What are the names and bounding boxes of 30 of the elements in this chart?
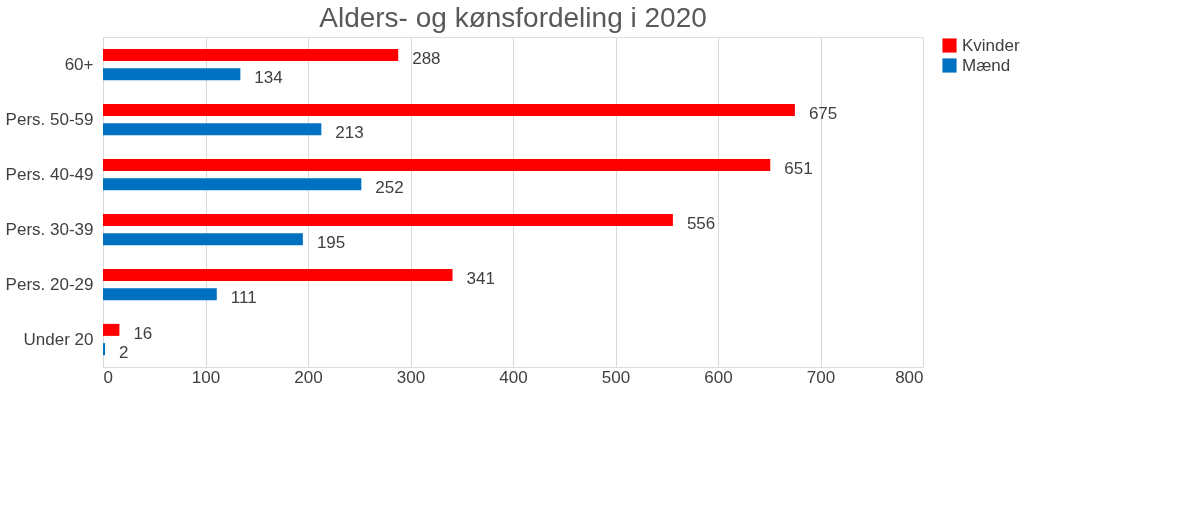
y-tick-label: Pers. 30-39 [5, 219, 94, 239]
data-label: 2 [119, 343, 129, 363]
y-tick-label: 60+ [64, 54, 94, 74]
data-label: 213 [335, 123, 364, 143]
x-tick-label: 700 [806, 367, 836, 387]
legend-label: Kvinder [962, 35, 1020, 55]
data-label: 195 [316, 233, 346, 253]
data-label: 111 [230, 288, 257, 308]
x-tick-label: 200 [294, 367, 323, 387]
data-label: 651 [784, 158, 813, 178]
y-tick-label: Pers. 50-59 [5, 109, 94, 129]
y-tick-label: Under 20 [23, 329, 94, 349]
data-label: 556 [686, 213, 716, 233]
x-tick-label: 500 [601, 367, 631, 387]
data-label: 16 [133, 323, 153, 343]
y-tick-label: Pers. 20-29 [5, 274, 94, 294]
data-label: 288 [412, 48, 441, 68]
chart-title: Alders- og kønsfordeling i 2020 [319, 2, 707, 33]
x-tick-label: 300 [396, 367, 426, 387]
x-tick-label: 800 [895, 367, 924, 387]
y-tick-label: Pers. 40-49 [5, 164, 94, 184]
x-tick-label: 400 [499, 367, 528, 387]
legend-label: Mænd [962, 55, 1011, 75]
data-label: 252 [375, 178, 404, 198]
x-tick-label: 100 [191, 367, 221, 387]
x-tick-label: 600 [704, 367, 733, 387]
x-tick-label: 0 [103, 367, 113, 387]
data-label: 134 [254, 68, 283, 88]
data-label: 675 [808, 103, 838, 123]
data-label: 341 [466, 268, 495, 288]
